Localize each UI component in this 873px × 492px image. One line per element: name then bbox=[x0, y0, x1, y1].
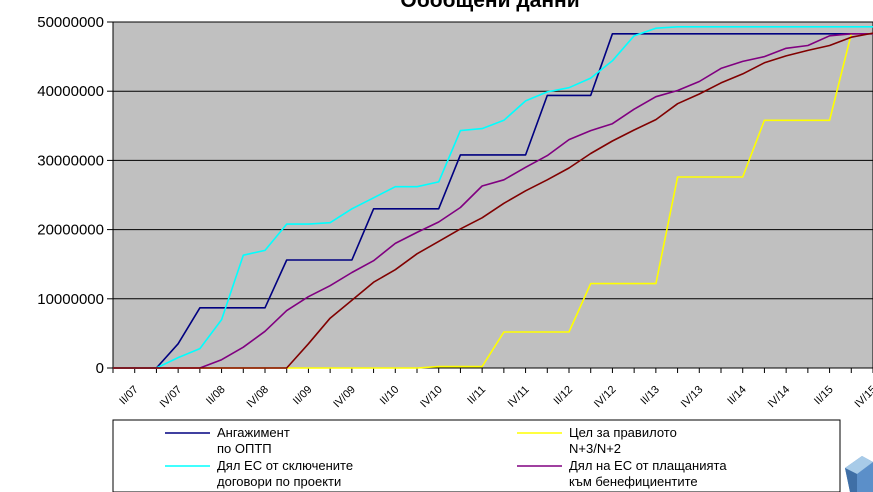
legend-label: Дял на ЕС от плащанията bbox=[569, 458, 727, 473]
legend-label: по ОПТП bbox=[217, 441, 272, 456]
corner-logo-icon bbox=[845, 456, 873, 492]
legend-label: Цел за правилото bbox=[569, 425, 677, 440]
x-tick-label: II/13 bbox=[638, 384, 662, 408]
series-lines bbox=[113, 25, 873, 369]
x-tick-label: II/07 bbox=[117, 384, 141, 408]
x-axis: II/07 IV/07 II/08 IV/08 II/09 IV/09 II/10 IV/10… bbox=[112, 368, 873, 411]
x-tick-label: II/11 bbox=[465, 384, 488, 407]
y-tick-label: 40000000 bbox=[37, 83, 104, 100]
x-tick-label: IV/07 bbox=[158, 384, 185, 411]
legend-label: към бенефициентите bbox=[569, 474, 698, 489]
legend-label: Дял ЕС от сключените bbox=[217, 458, 353, 473]
x-tick-label: II/09 bbox=[291, 384, 315, 408]
y-axis: 0 10000000 20000000 30000000 40000000 5000000… bbox=[37, 14, 113, 377]
x-tick-label: IV/10 bbox=[418, 384, 445, 411]
x-tick-label: II/12 bbox=[551, 384, 575, 408]
x-tick-label: II/14 bbox=[725, 384, 749, 408]
y-tick-label: 50000000 bbox=[37, 14, 104, 31]
legend-box bbox=[112, 419, 841, 492]
x-tick-label: IV/08 bbox=[244, 384, 271, 411]
plot-area bbox=[112, 21, 873, 369]
x-tick-label: IV/15 bbox=[852, 384, 873, 411]
x-tick-label: IV/13 bbox=[679, 384, 706, 411]
series-line-2 bbox=[113, 25, 873, 369]
x-tick-label: II/15 bbox=[812, 384, 836, 408]
legend-label: Ангажимент bbox=[217, 425, 290, 440]
series-line-0 bbox=[113, 32, 873, 369]
series-line-3 bbox=[113, 32, 873, 369]
y-tick-label: 10000000 bbox=[37, 291, 104, 308]
series-line-4 bbox=[113, 32, 873, 369]
legend-label: договори по проекти bbox=[217, 474, 341, 489]
gridlines bbox=[113, 90, 873, 300]
x-tick-label: IV/09 bbox=[331, 384, 358, 411]
x-tick-label: II/10 bbox=[378, 384, 402, 408]
y-tick-label: 20000000 bbox=[37, 222, 104, 239]
x-tick-label: IV/12 bbox=[592, 384, 619, 411]
y-tick-label: 0 bbox=[96, 360, 104, 377]
chart-title: Обобщени данни bbox=[400, 0, 579, 12]
legend-label: N+3/N+2 bbox=[569, 441, 621, 456]
x-tick-label: II/08 bbox=[204, 384, 228, 408]
x-tick-label: IV/11 bbox=[506, 384, 532, 410]
y-tick-label: 30000000 bbox=[37, 152, 104, 169]
x-tick-label: IV/14 bbox=[766, 384, 793, 411]
